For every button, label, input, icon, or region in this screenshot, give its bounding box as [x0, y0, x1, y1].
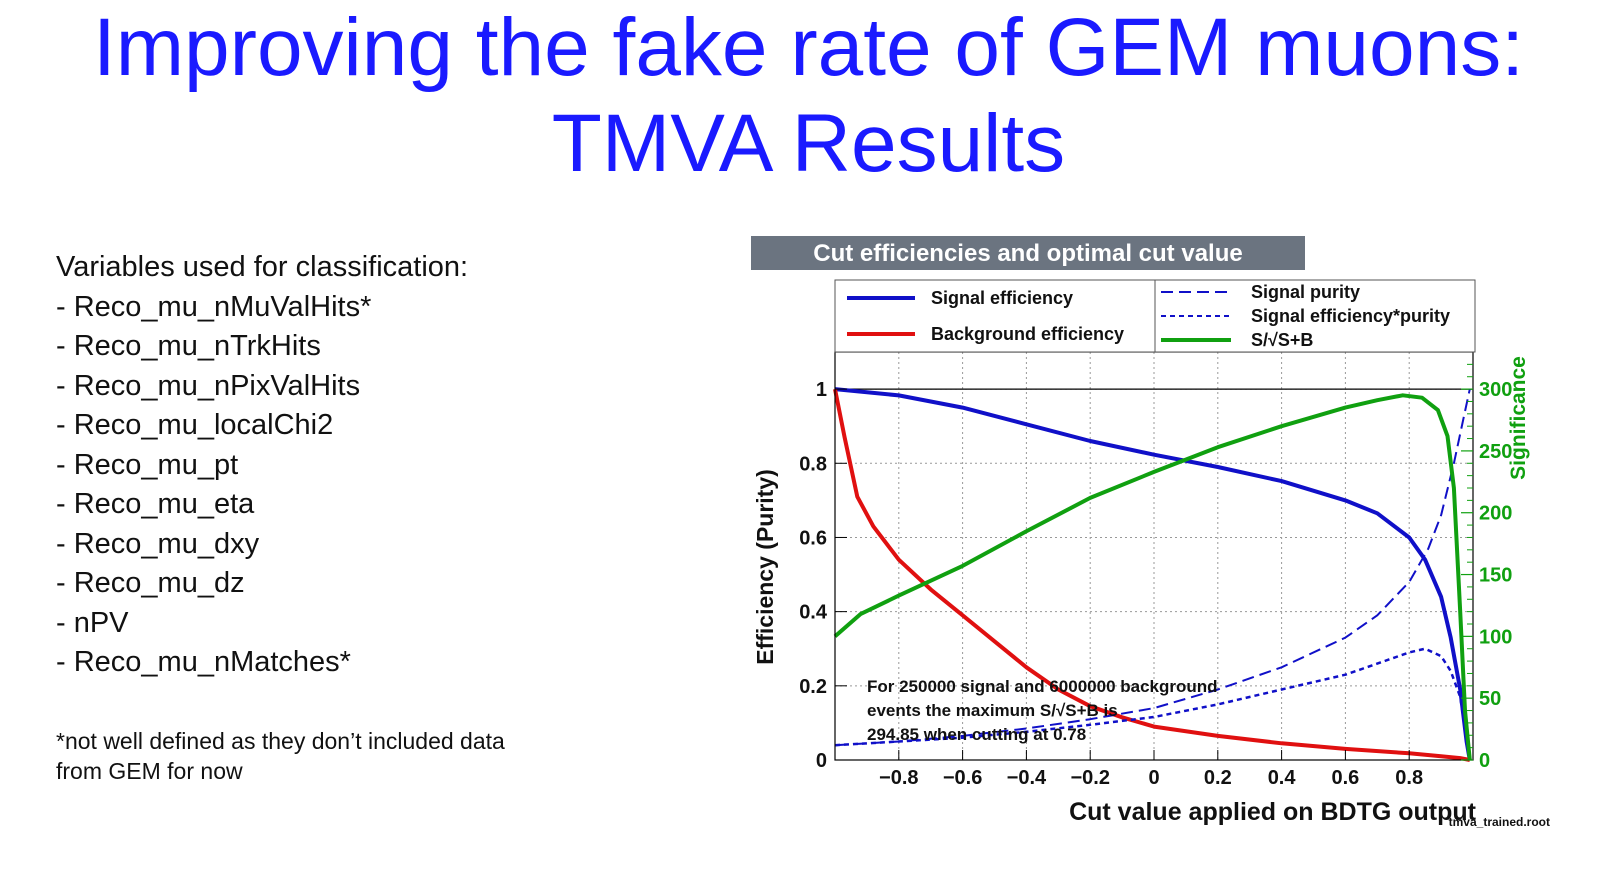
x-axis-label: Cut value applied on BDTG output — [1069, 798, 1477, 826]
variable-item: - Reco_mu_dxy — [56, 527, 260, 560]
x-tick-label: 0.4 — [1268, 767, 1297, 789]
curve-signal-purity — [834, 388, 1471, 747]
annotation-line-3: 294.85 when cutting at 0.78 — [867, 725, 1086, 744]
y2-tick-label: 300 — [1479, 379, 1512, 401]
y2-tick-label: 0 — [1479, 750, 1490, 772]
curves — [833, 387, 1472, 762]
x-tick-label: −0.4 — [1007, 767, 1047, 789]
variable-item: - Reco_mu_nTrkHits — [56, 330, 321, 362]
y-tick-label: 0.8 — [799, 453, 827, 475]
variable-item: - Reco_mu_dz — [56, 567, 245, 599]
variables-block: Variables used for classification: - Rec… — [56, 248, 468, 683]
x-tick-label: 0 — [1148, 767, 1159, 789]
file-label: tmva_trained.root — [1449, 815, 1550, 829]
variable-item: - nPV — [56, 606, 129, 639]
y2-tick-label: 200 — [1479, 503, 1512, 525]
grid — [835, 352, 1473, 760]
variable-item: - Reco_mu_nPixValHits — [56, 369, 361, 402]
footnote-line-1: *not well defined as they don’t included… — [56, 728, 505, 754]
y-tick-label: 0.6 — [799, 527, 827, 549]
footnote: *not well defined as they don’t included… — [56, 726, 596, 786]
legend: Signal efficiency Background efficiency Si… — [847, 282, 1450, 350]
y-tick-label: 0.2 — [799, 676, 827, 698]
curve-background-efficiency — [833, 388, 1471, 762]
y2-tick-label: 250 — [1479, 441, 1512, 463]
y-tick-label: 0 — [816, 750, 827, 772]
y-tick-label: 1 — [816, 379, 827, 401]
curve-signal-efficiency — [834, 387, 1472, 761]
legend-label: Signal purity — [1251, 282, 1360, 302]
annotation-line-2: events the maximum S/√S+B is — [867, 701, 1118, 720]
y2-tick-label: 50 — [1479, 688, 1501, 710]
y2-tick-label: 150 — [1479, 565, 1512, 587]
slide-title-line-1: Improving the fake rate of GEM muons: — [92, 2, 1525, 93]
slide-title-line-2: TMVA Results — [551, 98, 1066, 189]
variable-item: - Reco_mu_nMuValHits* — [56, 290, 372, 323]
footnote-line-2: from GEM for now — [56, 758, 243, 784]
variable-item: - Reco_mu_pt — [56, 448, 239, 481]
x-tick-label: −0.2 — [1070, 767, 1109, 789]
chart-title-box — [751, 236, 1305, 270]
variables-heading: Variables used for classification: — [56, 251, 469, 283]
legend-label: S/√S+B — [1251, 330, 1313, 350]
x-tick-label: −0.6 — [943, 767, 982, 789]
y-tick-label: 0.4 — [799, 602, 828, 624]
variable-item: - Reco_mu_eta — [56, 488, 255, 520]
y2-tick-label: 100 — [1479, 626, 1512, 648]
axes: −0.8 −0.6 −0.4 −0.2 0 0.2 0.4 0.6 0.8 0 0.2 0.4 0.6 0… — [799, 363, 1512, 789]
annotation-line-1: For 250000 signal and 6000000 background — [867, 677, 1218, 696]
x-tick-label: −0.8 — [879, 767, 918, 789]
legend-label: Background efficiency — [931, 324, 1124, 344]
variables-list: - Reco_mu_nMuValHits* - Reco_mu_nTrkHits… — [56, 288, 468, 683]
x-tick-label: 0.6 — [1331, 767, 1359, 789]
legend-label: Signal efficiency*purity — [1251, 306, 1450, 326]
variable-item: - Reco_mu_nMatches* — [56, 646, 351, 678]
variable-item: - Reco_mu_localChi2 — [56, 409, 334, 441]
chart-title: Cut efficiencies and optimal cut value — [813, 240, 1242, 267]
curve-s-s-b — [833, 393, 1472, 761]
y-axis-label: Efficiency (Purity) — [752, 469, 778, 665]
legend-label: Signal efficiency — [931, 288, 1073, 308]
slide-title: Improving the fake rate of GEM muons: TM… — [0, 0, 1617, 192]
y2-axis-label: Significance — [1507, 356, 1530, 480]
x-tick-label: 0.2 — [1204, 767, 1232, 789]
efficiency-chart: Cut efficiencies and optimal cut value −… — [747, 232, 1557, 832]
x-tick-label: 0.8 — [1395, 767, 1423, 789]
